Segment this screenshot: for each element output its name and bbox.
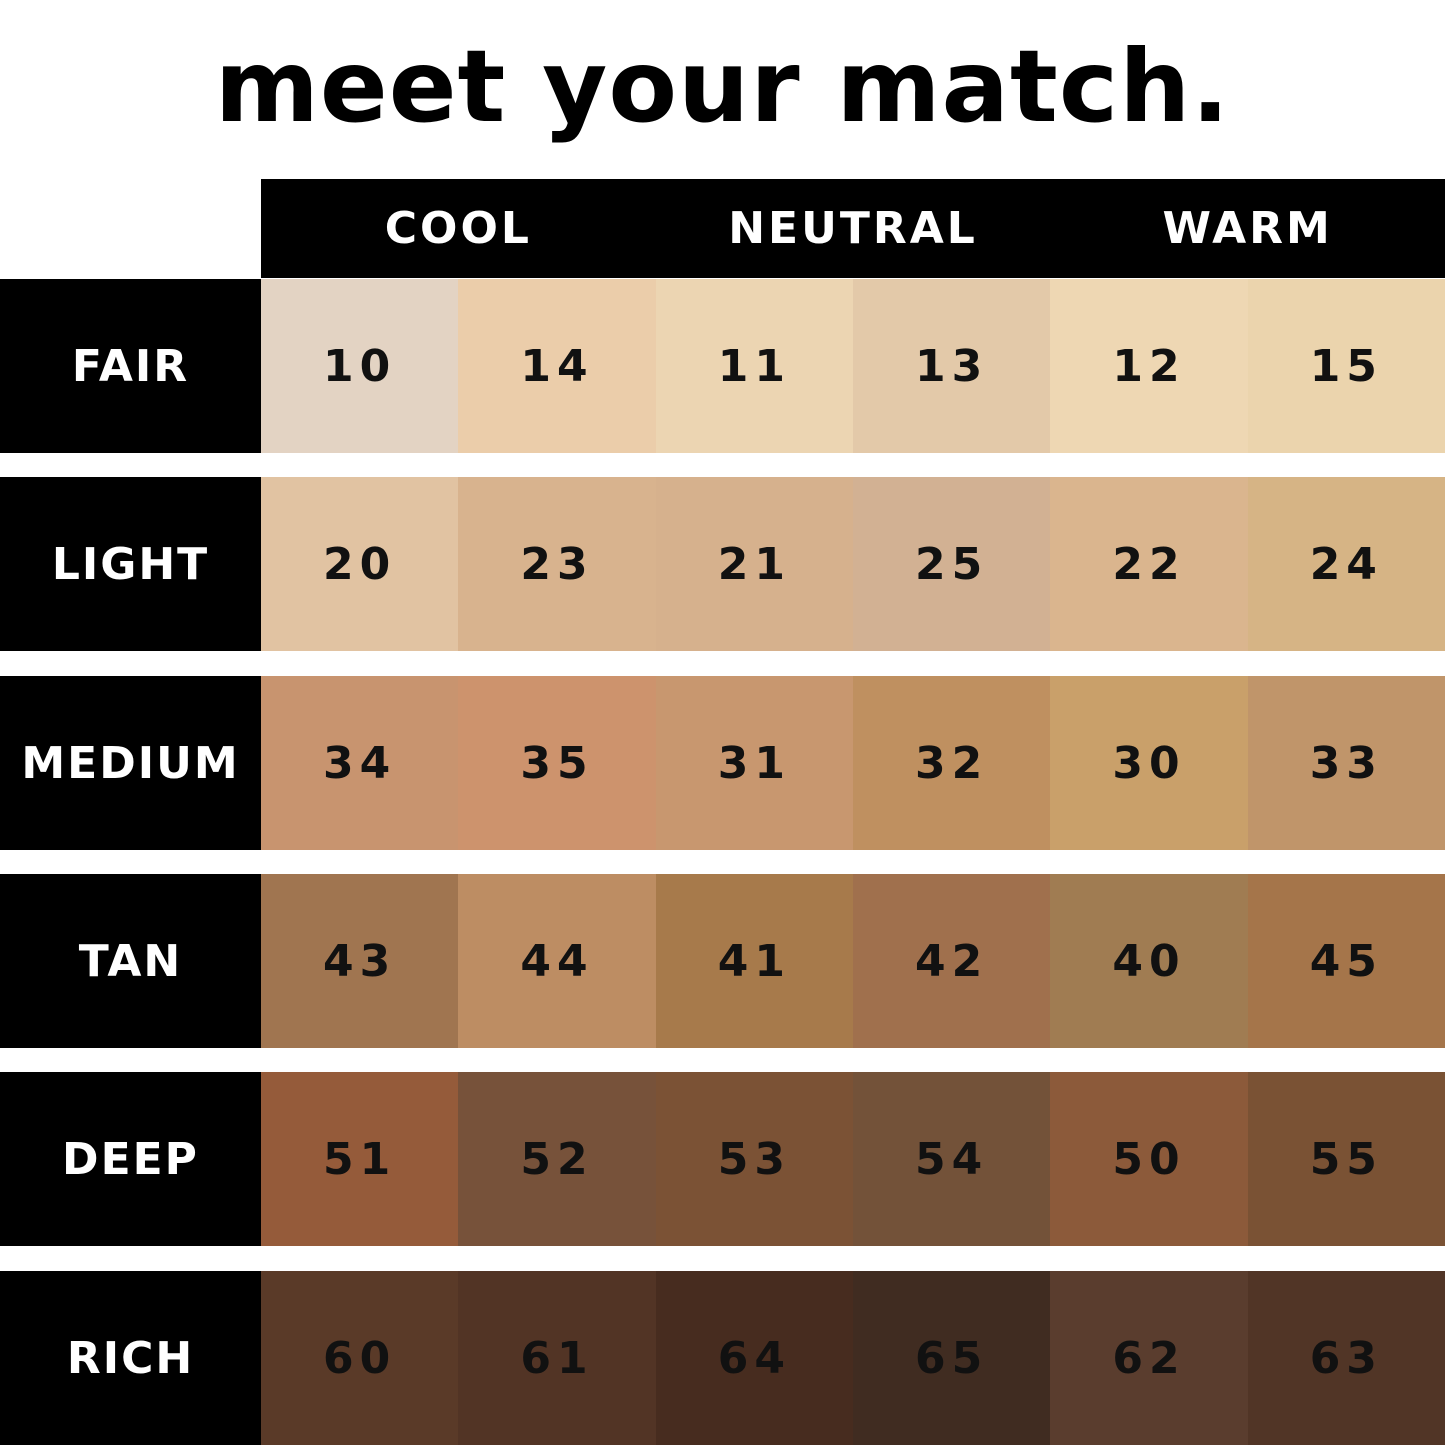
shade-row-rich: RICH 60 61 64 65 62 63 [0,1271,1445,1445]
shade-swatch: 64 [655,1271,853,1445]
shade-swatch: 13 [852,279,1051,453]
shade-swatch: 24 [1247,477,1445,651]
shade-swatch: 21 [655,477,853,651]
shade-swatch: 10 [261,279,459,453]
shade-swatch: 65 [852,1271,1051,1445]
row-label: TAN [0,874,261,1048]
row-label: FAIR [0,279,261,453]
shade-swatch: 60 [261,1271,459,1445]
shade-swatch: 61 [458,1271,656,1445]
shade-swatch: 50 [1050,1072,1248,1246]
shade-row-light: LIGHT 20 23 21 25 22 24 [0,477,1445,651]
shade-swatch: 44 [458,874,656,1048]
column-header-neutral: NEUTRAL [728,203,978,254]
shade-swatch: 31 [655,676,853,850]
shade-swatch: 43 [261,874,459,1048]
shade-swatch: 34 [261,676,459,850]
shade-swatch: 54 [852,1072,1051,1246]
shade-row-medium: MEDIUM 34 35 31 32 30 33 [0,676,1445,850]
shade-swatch: 25 [852,477,1051,651]
shade-swatch: 45 [1247,874,1445,1048]
shade-swatch: 62 [1050,1271,1248,1445]
shade-swatch: 63 [1247,1271,1445,1445]
column-header-cool: COOL [384,203,532,254]
shade-swatch: 15 [1247,279,1445,453]
shade-swatch: 51 [261,1072,459,1246]
shade-swatch: 20 [261,477,459,651]
shade-row-fair: FAIR 10 14 11 13 12 15 [0,279,1445,453]
undertone-header: COOL NEUTRAL WARM [261,179,1445,278]
column-header-warm: WARM [1162,203,1333,254]
shade-swatch: 55 [1247,1072,1445,1246]
shade-swatch: 12 [1050,279,1248,453]
shade-swatch: 14 [458,279,656,453]
row-label: RICH [0,1271,261,1445]
row-label: DEEP [0,1072,261,1246]
row-label: LIGHT [0,477,261,651]
shade-swatch: 32 [852,676,1051,850]
shade-swatch: 53 [655,1072,853,1246]
shade-swatch: 35 [458,676,656,850]
shade-row-deep: DEEP 51 52 53 54 50 55 [0,1072,1445,1246]
shade-swatch: 30 [1050,676,1248,850]
shade-swatch: 33 [1247,676,1445,850]
shade-swatch: 42 [852,874,1051,1048]
page-title: meet your match. [214,28,1231,145]
shade-swatch: 23 [458,477,656,651]
row-label: MEDIUM [0,676,261,850]
shade-swatch: 11 [655,279,853,453]
shade-swatch: 40 [1050,874,1248,1048]
shade-swatch: 22 [1050,477,1248,651]
shade-swatch: 52 [458,1072,656,1246]
shade-row-tan: TAN 43 44 41 42 40 45 [0,874,1445,1048]
shade-swatch: 41 [655,874,853,1048]
